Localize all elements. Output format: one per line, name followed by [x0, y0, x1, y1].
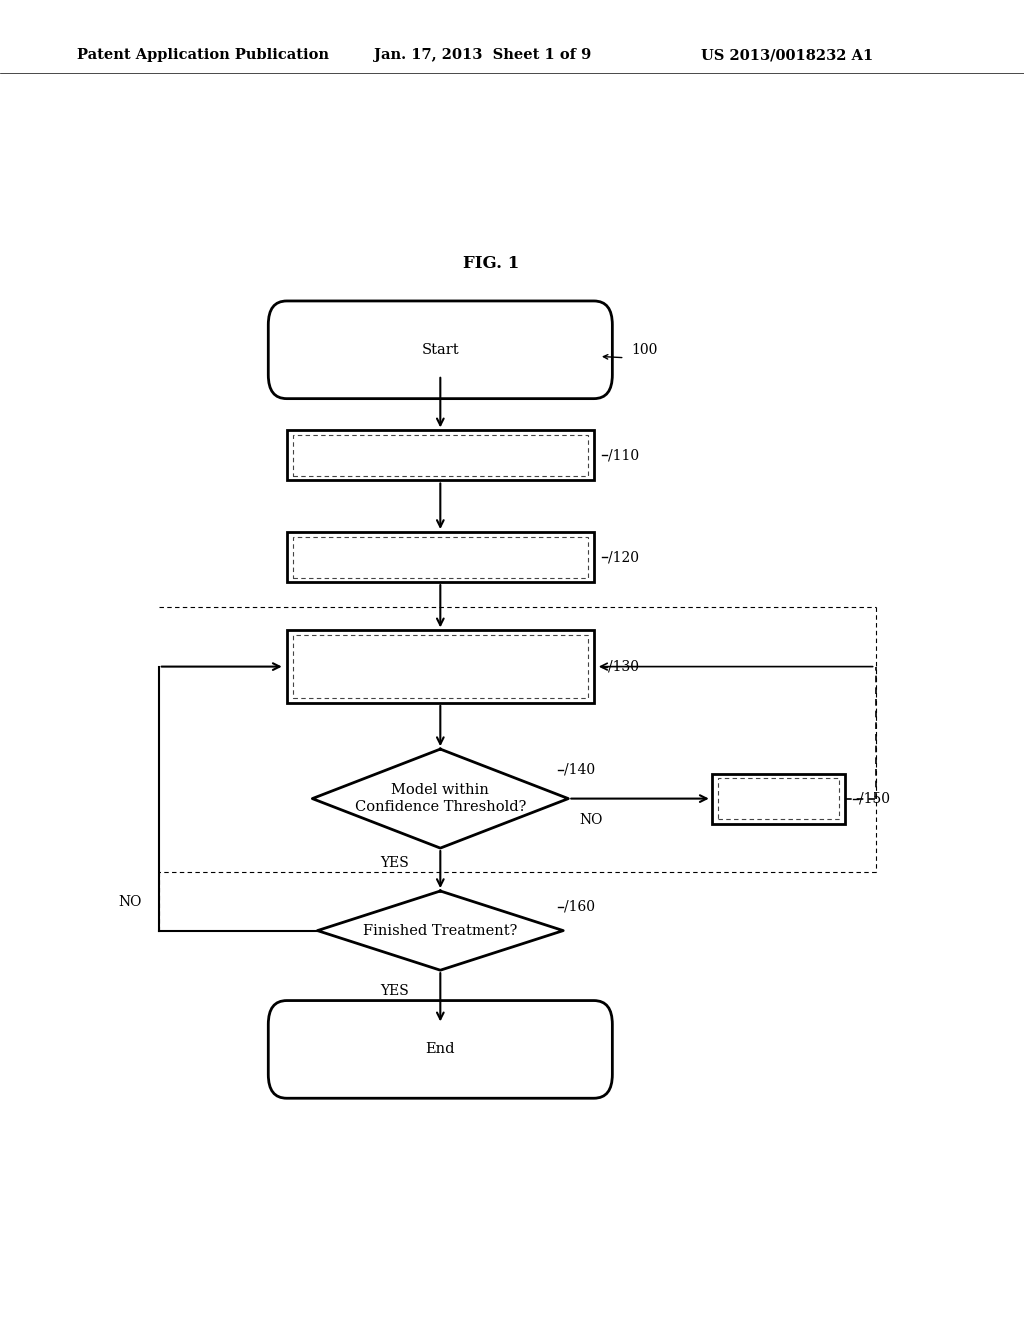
Text: 100: 100: [632, 343, 658, 356]
Text: /130: /130: [608, 660, 639, 673]
Bar: [293, 635, 588, 698]
Text: Finished Treatment?: Finished Treatment?: [364, 924, 517, 937]
Bar: [287, 532, 594, 582]
Text: Start: Start: [422, 343, 459, 356]
Text: US 2013/0018232 A1: US 2013/0018232 A1: [701, 49, 873, 62]
Bar: [718, 777, 839, 818]
Text: Localize Target: Localize Target: [383, 449, 498, 462]
Text: Jan. 17, 2013  Sheet 1 of 9: Jan. 17, 2013 Sheet 1 of 9: [374, 49, 591, 62]
Text: /150: /150: [859, 792, 890, 805]
Bar: [712, 774, 845, 824]
FancyBboxPatch shape: [268, 301, 612, 399]
Bar: [287, 631, 594, 704]
Text: NO: NO: [119, 895, 141, 908]
Text: /110: /110: [608, 449, 639, 462]
Bar: [287, 430, 594, 480]
FancyBboxPatch shape: [268, 1001, 612, 1098]
Text: Update Model: Update Model: [728, 792, 828, 805]
Text: Treat Target Area and Receive
Measurement Data: Treat Target Area and Receive Measuremen…: [327, 652, 554, 681]
Polygon shape: [312, 750, 568, 847]
Text: End: End: [426, 1043, 455, 1056]
Text: /160: /160: [564, 900, 595, 913]
Bar: [293, 434, 588, 475]
Text: Generate Target Position Model: Generate Target Position Model: [322, 550, 559, 564]
Text: YES: YES: [380, 983, 409, 998]
Text: NO: NO: [580, 813, 602, 826]
Text: FIG. 1: FIG. 1: [464, 256, 519, 272]
Text: Model within
Confidence Threshold?: Model within Confidence Threshold?: [354, 784, 526, 813]
Text: /140: /140: [564, 763, 595, 776]
Text: Patent Application Publication: Patent Application Publication: [77, 49, 329, 62]
Text: YES: YES: [380, 855, 409, 870]
Bar: [293, 536, 588, 578]
Polygon shape: [317, 891, 563, 970]
Text: /120: /120: [608, 550, 639, 564]
